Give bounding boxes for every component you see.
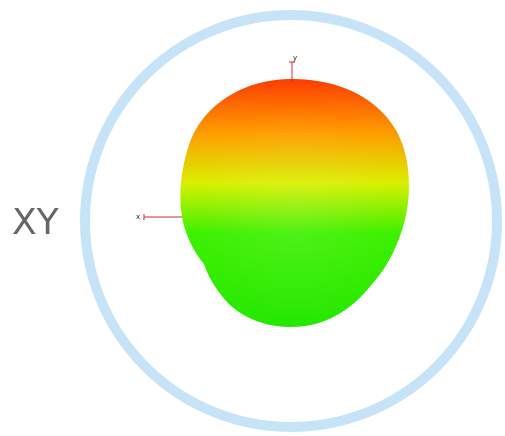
y-axis-label: y	[293, 54, 297, 62]
reference-ring	[80, 10, 502, 432]
x-axis-label: x	[136, 213, 140, 221]
radiation-pattern-shade	[180, 79, 409, 327]
plane-label: XY	[12, 202, 59, 243]
